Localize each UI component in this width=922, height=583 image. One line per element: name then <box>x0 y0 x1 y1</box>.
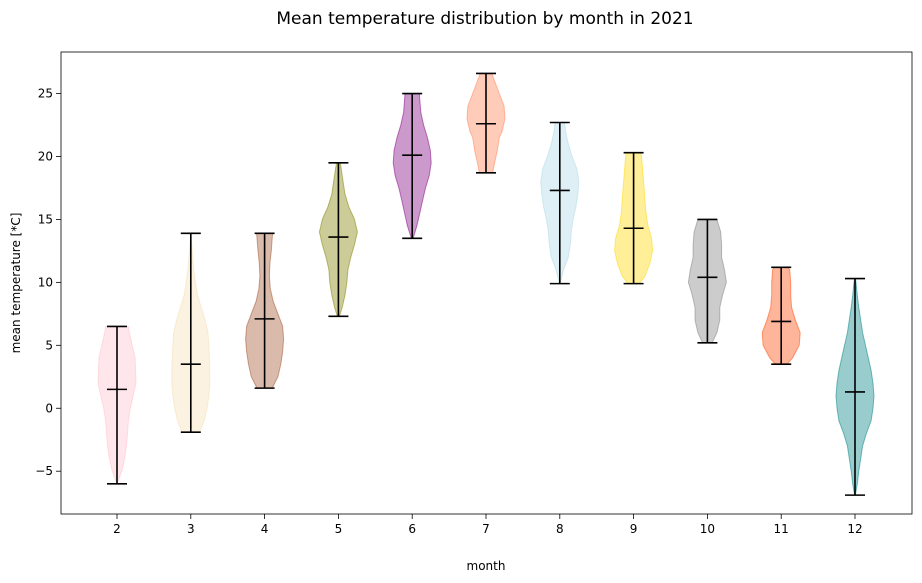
violins-group <box>97 72 875 496</box>
y-tick-label: 25 <box>38 87 53 101</box>
violin-month-10 <box>687 218 727 344</box>
x-tick-label: 2 <box>113 522 121 536</box>
x-tick-label: 8 <box>556 522 564 536</box>
x-tick-label: 5 <box>335 522 343 536</box>
x-tick-label: 9 <box>630 522 638 536</box>
y-tick-label: 20 <box>38 149 53 163</box>
violin-month-3 <box>171 232 211 433</box>
x-axis-ticks: 2 3 4 5 6 7 8 9 10 11 12 <box>113 514 863 536</box>
y-tick-label: −5 <box>35 464 53 478</box>
violin-month-7 <box>466 72 506 174</box>
violin-month-9 <box>614 151 654 285</box>
y-tick-label: 10 <box>38 275 53 289</box>
y-tick-label: 0 <box>45 401 53 415</box>
x-tick-label: 10 <box>700 522 715 536</box>
x-tick-label: 7 <box>482 522 490 536</box>
x-tick-label: 4 <box>261 522 269 536</box>
y-tick-label: 15 <box>38 212 53 226</box>
violin-month-5 <box>318 161 358 318</box>
y-tick-label: 5 <box>45 338 53 352</box>
y-axis-label: mean temperature [*C] <box>9 213 23 354</box>
violin-month-2 <box>97 325 137 486</box>
violin-month-12 <box>835 277 875 496</box>
violin-month-6 <box>392 92 432 240</box>
violin-month-8 <box>540 121 580 285</box>
x-tick-label: 6 <box>408 522 416 536</box>
plot-frame <box>60 51 913 515</box>
y-axis-ticks: −5 0 5 10 15 20 25 <box>35 87 61 478</box>
x-tick-label: 11 <box>774 522 789 536</box>
x-tick-label: 12 <box>847 522 862 536</box>
violin-month-11 <box>761 266 801 365</box>
violin-month-4 <box>245 232 285 389</box>
x-axis-label: month <box>467 559 506 573</box>
chart-title: Mean temperature distribution by month i… <box>276 9 693 29</box>
x-tick-label: 3 <box>187 522 195 536</box>
